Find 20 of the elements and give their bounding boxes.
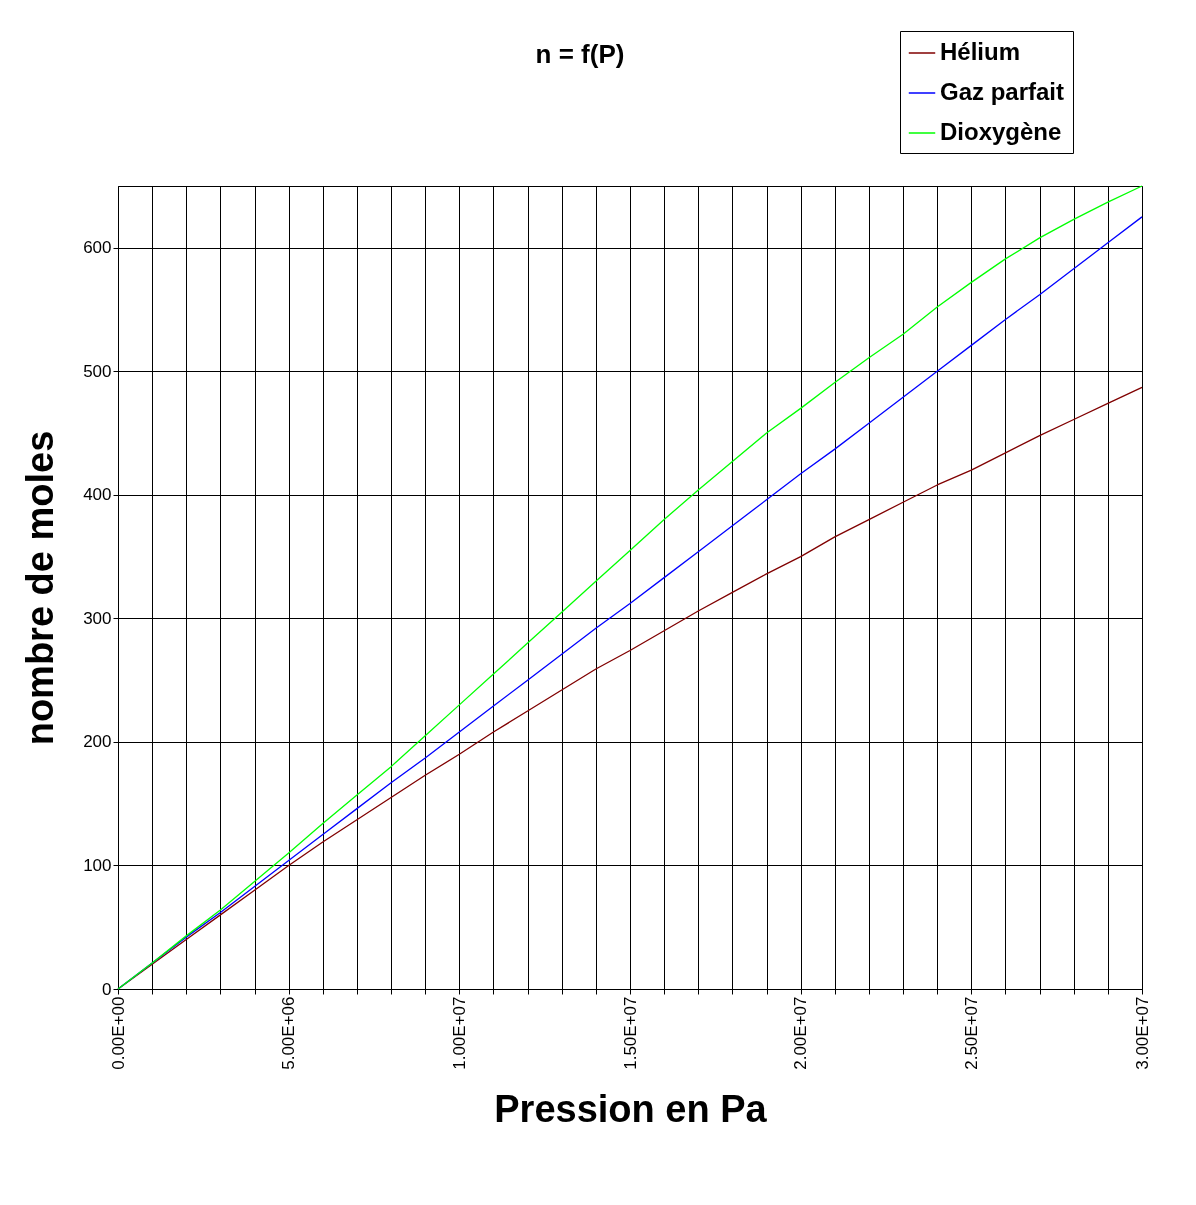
y-tick-label: 500: [83, 361, 112, 381]
legend-label: Dioxygène: [940, 118, 1062, 145]
legend-label: Hélium: [940, 38, 1021, 65]
x-tick-label: 1.50E+07: [620, 996, 640, 1070]
y-axis-title: nombre de moles: [19, 430, 62, 746]
y-tick-label: 100: [83, 855, 112, 875]
y-tick-label: 0: [102, 979, 112, 999]
x-tick-label: 3.00E+07: [1132, 996, 1152, 1070]
x-tick-label: 0.00E+00: [108, 996, 128, 1070]
x-tick-label: 5.00E+06: [279, 996, 299, 1070]
chart-title: n = f(P): [535, 38, 625, 69]
y-tick-label: 200: [83, 732, 112, 752]
x-axis-title: Pression en Pa: [494, 1087, 768, 1130]
x-tick-label: 2.50E+07: [961, 996, 981, 1070]
y-tick-label: 600: [83, 238, 112, 258]
legend-label: Gaz parfait: [940, 78, 1065, 105]
y-tick-label: 300: [83, 608, 112, 628]
x-tick-label: 1.00E+07: [449, 996, 469, 1070]
y-tick-label: 400: [83, 485, 112, 505]
x-tick-label: 2.00E+07: [791, 996, 811, 1070]
